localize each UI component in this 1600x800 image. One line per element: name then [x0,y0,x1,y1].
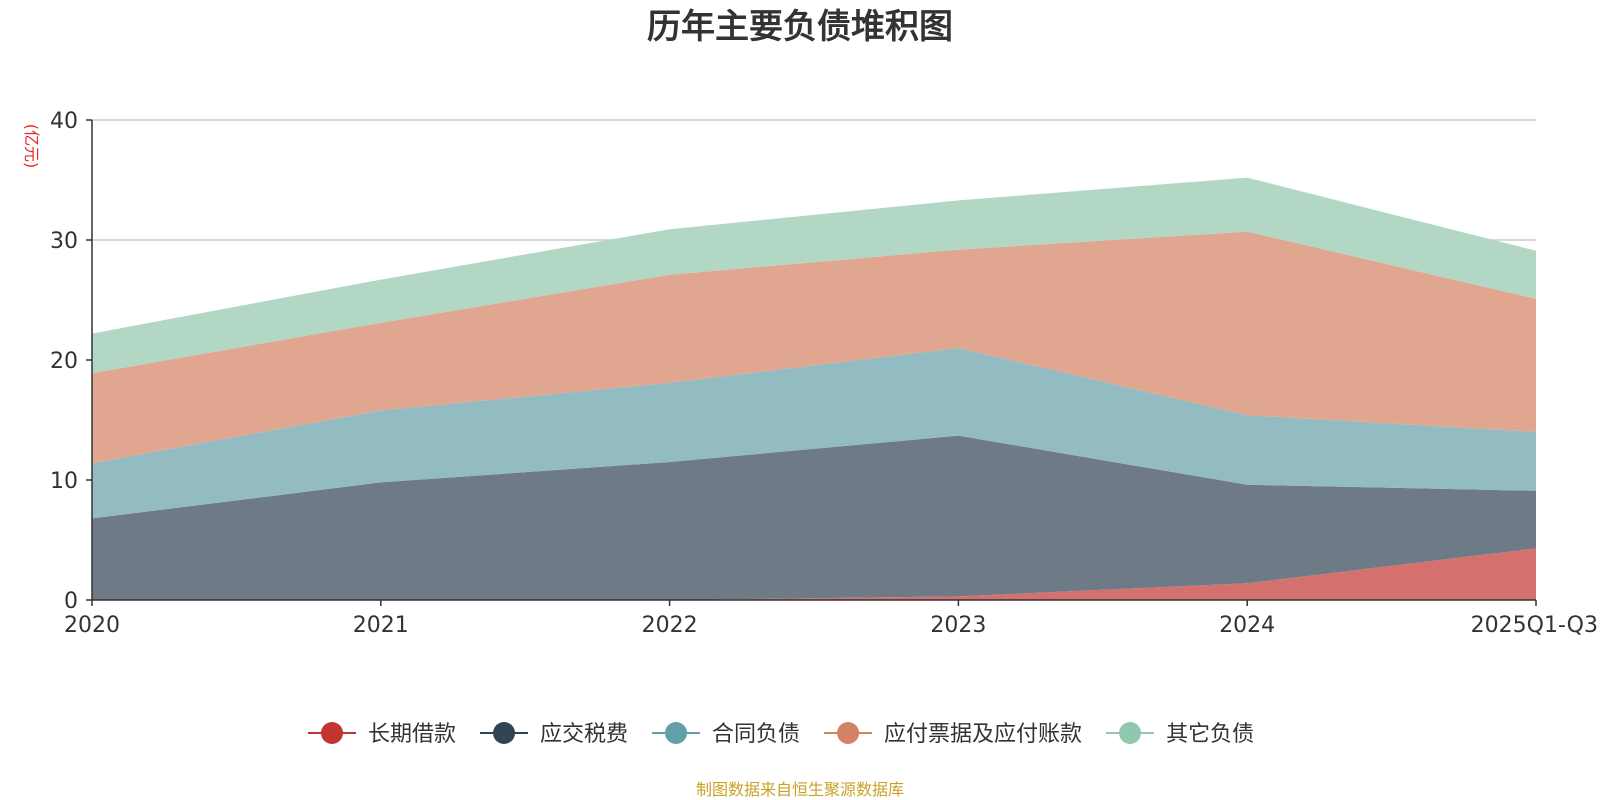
area-series-0 [92,548,1536,600]
x-tick-label-4: 2024 [1219,613,1275,638]
legend-label-3: 应付票据及应付账款 [884,722,1082,747]
x-tick-label-1: 2021 [353,613,409,638]
stacked-areas [92,177,1536,600]
legend-marker-0 [321,722,343,744]
legend-item-2[interactable]: 合同负债 [652,722,800,747]
legend-item-4[interactable]: 其它负债 [1106,722,1254,747]
area-series-1 [92,435,1536,600]
x-tick-label-0: 2020 [64,613,120,638]
legend-marker-3 [837,722,860,744]
x-tick-label-5: 2025Q1-Q3 [1471,613,1598,638]
legend-label-0: 长期借款 [368,722,456,747]
area-series-3 [92,231,1536,464]
legend-label-1: 应交税费 [540,722,628,747]
y-axis-ticks: 0 10 20 30 40 [50,109,92,614]
x-tick-label-3: 2023 [930,613,986,638]
y-tick-label-10: 10 [50,469,78,494]
legend-label-4: 其它负债 [1166,722,1254,747]
legend-item-3[interactable]: 应付票据及应付账款 [824,722,1082,747]
x-tick-label-2: 2022 [642,613,698,638]
legend: 长期借款 应交税费 合同负债 应付票据及应付账款 其它负债 [308,722,1254,747]
legend-item-1[interactable]: 应交税费 [480,722,628,747]
legend-marker-2 [665,722,688,744]
x-axis-ticks: 2020 2021 2022 2023 2024 2025Q1-Q3 [64,600,1598,638]
chart-title: 历年主要负债堆积图 [647,7,953,47]
area-series-4 [92,177,1536,374]
data-source-note: 制图数据来自恒生聚源数据库 [696,780,904,799]
area-series-2 [92,348,1536,519]
y-tick-label-40: 40 [50,109,78,134]
legend-marker-4 [1119,722,1142,744]
legend-marker-1 [493,722,516,744]
y-tick-label-30: 30 [50,229,78,254]
y-tick-label-0: 0 [64,589,78,614]
y-tick-label-20: 20 [50,349,78,374]
legend-item-0[interactable]: 长期借款 [308,722,456,747]
legend-label-2: 合同负债 [712,722,800,747]
y-axis-unit-label: (亿元) [22,124,41,169]
